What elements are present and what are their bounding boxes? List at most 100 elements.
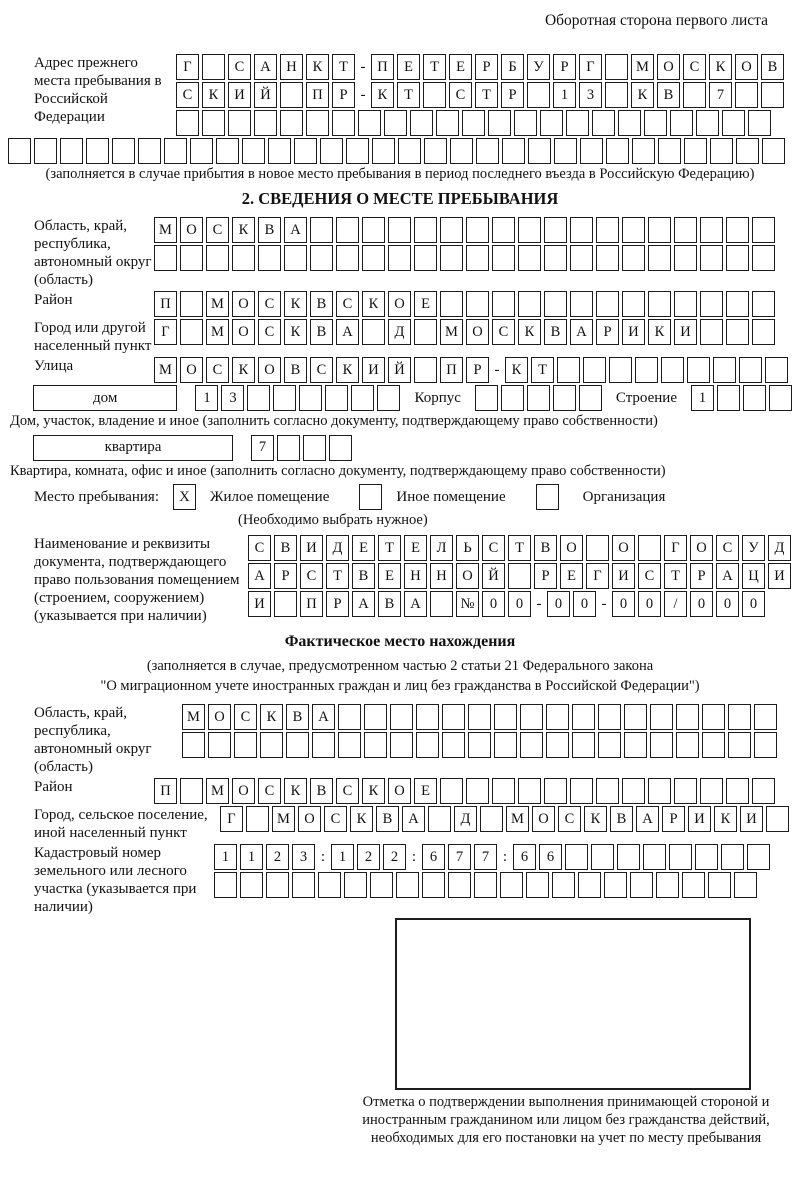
char-box (624, 704, 647, 731)
char-box (462, 110, 485, 136)
char-box: Т (326, 563, 349, 590)
char-box: Ь (456, 535, 479, 562)
char-box (552, 385, 576, 412)
char-box (468, 732, 491, 759)
char-box: О (388, 291, 411, 318)
char-box: Д (768, 535, 791, 562)
char-box: В (310, 778, 333, 805)
char-box: К (232, 217, 255, 244)
char-box: Е (560, 563, 583, 590)
dash-separator: - (360, 58, 366, 75)
char-box (410, 110, 433, 136)
char-box (112, 138, 135, 164)
char-box (736, 138, 759, 164)
char-box: К (284, 778, 307, 805)
char-box (583, 357, 606, 384)
char-box: Т (378, 535, 401, 562)
char-box: Р (326, 591, 349, 618)
char-box (754, 732, 777, 759)
char-box: И (362, 357, 385, 384)
char-box: Д (326, 535, 349, 562)
char-box (492, 245, 515, 272)
char-box (670, 110, 693, 136)
char-box (390, 704, 413, 731)
char-box: Р (501, 82, 524, 108)
option-zhiloe-label: Жилое помещение (210, 488, 330, 505)
char-box (466, 245, 489, 272)
char-box: О (258, 357, 281, 384)
char-box (336, 217, 359, 244)
char-box (734, 872, 757, 899)
char-box (674, 291, 697, 318)
char-box: О (612, 535, 635, 562)
char-box: 0 (482, 591, 505, 618)
char-box: Б (501, 54, 524, 80)
char-box: В (544, 319, 567, 346)
char-box (318, 872, 341, 899)
char-box: М (182, 704, 205, 731)
char-box (303, 434, 326, 461)
char-box (514, 110, 537, 136)
char-box (232, 245, 255, 272)
doc-label: Наименование и реквизиты документа, подт… (34, 536, 240, 625)
char-box: 0 (742, 591, 765, 618)
char-box: О (232, 319, 255, 346)
char-box: В (286, 704, 309, 731)
char-box (500, 385, 524, 412)
char-box: О (735, 54, 758, 80)
char-box (676, 704, 699, 731)
char-box: 0 (638, 591, 661, 618)
actual-oblast-label: Область, край, республика, автономный ок… (34, 705, 152, 776)
char-box (488, 110, 511, 136)
char-box: 7 (474, 844, 497, 871)
char-box: О (298, 806, 321, 833)
char-box: Г (579, 54, 602, 80)
char-box (754, 704, 777, 731)
char-box (700, 291, 723, 318)
char-box: О (560, 535, 583, 562)
char-box: А (636, 806, 659, 833)
char-box (658, 138, 681, 164)
char-box: В (274, 535, 297, 562)
char-box: Т (332, 54, 355, 80)
char-box (414, 319, 437, 346)
char-box: 0 (508, 591, 531, 618)
kadastr-field: Кадастровый номер земельного или лесного… (8, 844, 792, 916)
char-box: П (154, 778, 177, 805)
char-box: А (716, 563, 739, 590)
char-box (398, 138, 421, 164)
char-box: С (336, 291, 359, 318)
char-box: 3 (579, 82, 602, 108)
char-box: О (232, 778, 255, 805)
checkbox-organizatsiya (535, 484, 559, 511)
char-box: 2 (357, 844, 380, 871)
char-box (274, 591, 297, 618)
char-box: В (657, 82, 680, 108)
char-box: С (558, 806, 581, 833)
char-box: В (378, 591, 401, 618)
korpus-cells (474, 385, 602, 412)
char-box: И (228, 82, 251, 108)
char-box (176, 110, 199, 136)
char-box: 6 (422, 844, 445, 871)
char-box (669, 844, 692, 871)
char-box (351, 385, 375, 412)
char-box (552, 872, 575, 899)
char-box (502, 138, 525, 164)
char-box (586, 535, 609, 562)
char-box (358, 110, 381, 136)
char-box (448, 872, 471, 899)
char-box: В (761, 54, 784, 80)
doc-row-3: И П Р А В А № 0 0-0 0-0 0/0 0 0 (248, 591, 791, 618)
char-box: О (208, 704, 231, 731)
char-box (554, 138, 577, 164)
char-box (518, 217, 541, 244)
char-box (702, 704, 725, 731)
char-box (684, 138, 707, 164)
